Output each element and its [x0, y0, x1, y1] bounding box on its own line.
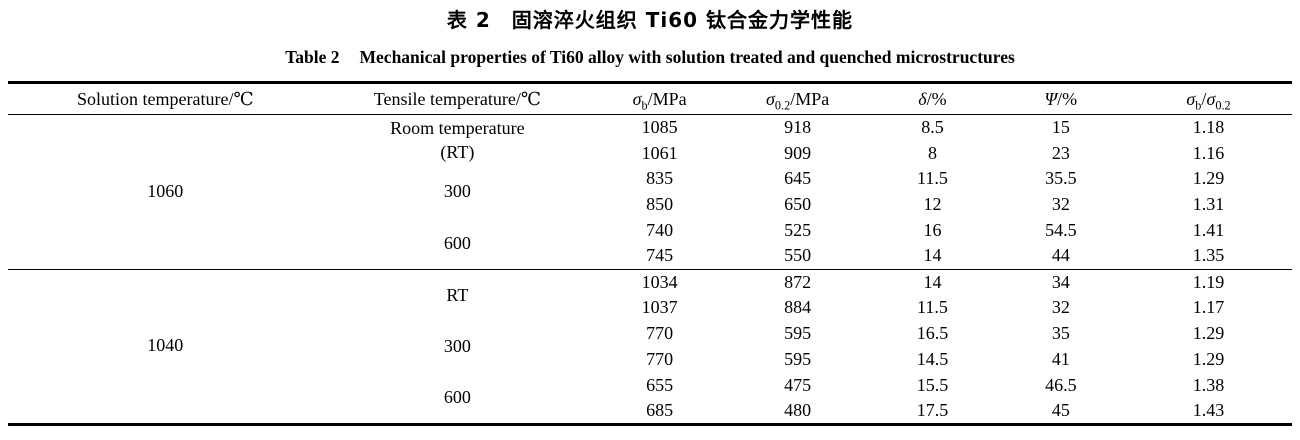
sigma-0-2-cell: 645	[784, 168, 812, 189]
delta-cell: 14.5	[916, 348, 949, 369]
table-row: 745 550 14 44 1.35	[8, 243, 1292, 269]
strength-ratio-cell: 1.29	[1192, 323, 1225, 344]
table-row: 1060 Room temperature (RT) 1085 918 8.5 15 1.18	[8, 115, 1292, 201]
strength-ratio-cell: 1.29	[1192, 168, 1225, 189]
delta-cell: 14	[923, 245, 942, 266]
table-title-english: Table 2 Mechanical properties of Ti60 all…	[0, 46, 1300, 68]
table-row: 600 655 475 15.5 46.5 1.38	[8, 372, 1292, 407]
psi-cell: 46.5	[1045, 374, 1077, 395]
psi-cell: 23	[1051, 142, 1070, 163]
delta-cell: 11.5	[917, 297, 948, 318]
sigma-0-2-cell: 918	[784, 116, 812, 137]
strength-ratio-cell: 1.35	[1192, 245, 1225, 266]
strength-ratio-cell: 1.18	[1192, 116, 1225, 137]
delta-cell: 11.5	[917, 168, 948, 189]
sigma-0-2-cell: 884	[784, 297, 812, 318]
sigma-b-cell: 770	[646, 323, 674, 344]
psi-cell: 44	[1051, 245, 1070, 266]
strength-ratio-cell: 1.19	[1192, 271, 1225, 292]
psi-cell: 35	[1051, 323, 1070, 344]
delta-cell: 17.5	[916, 399, 949, 420]
delta-cell: 8	[927, 142, 937, 163]
sigma-0-2-cell: 595	[784, 323, 812, 344]
sigma-0-2-cell: 525	[784, 219, 812, 240]
table-title-chinese: 表 2 固溶淬火组织 Ti60 钛合金力学性能	[446, 8, 854, 32]
delta-cell: 16.5	[916, 323, 949, 344]
psi-cell: 45	[1051, 399, 1070, 420]
delta-cell: 8.5	[921, 116, 944, 137]
sigma-b-cell: 770	[646, 348, 674, 369]
sigma-0-2-cell: 595	[784, 348, 812, 369]
sigma-b-cell: 1037	[641, 297, 678, 318]
table-row: 770 595 14.5 41 1.29	[8, 347, 1292, 373]
psi-cell: 41	[1051, 348, 1070, 369]
delta-cell: 15.5	[916, 374, 949, 395]
sigma-0-2-cell: 475	[784, 374, 812, 395]
tensile-temperature-cell: 300	[443, 335, 471, 356]
tensile-temperature-cell: RT	[446, 284, 469, 305]
col-header-sigma-0-2: σ0.2/MPa	[727, 82, 869, 115]
table-row: 685 480 17.5 45 1.43	[8, 398, 1292, 424]
sigma-0-2-cell: 480	[784, 399, 812, 420]
col-header-solution-temperature: Solution temperature/℃	[8, 82, 323, 115]
col-header-tensile-temperature: Tensile temperature/℃	[322, 82, 593, 115]
table-row: 1040 RT 1034 872 14 34 1.19	[8, 269, 1292, 356]
table-row: 600 740 525 16 54.5 1.41	[8, 218, 1292, 253]
col-header-sigma-b: σb/MPa	[592, 82, 728, 115]
psi-cell: 32	[1051, 194, 1070, 215]
table-row: 1061 909 8 23 1.16	[8, 140, 1292, 166]
strength-ratio-cell: 1.17	[1192, 297, 1225, 318]
tensile-temperature-cell: 300	[443, 181, 471, 202]
delta-cell: 16	[923, 219, 942, 240]
strength-ratio-cell: 1.31	[1192, 194, 1225, 215]
delta-cell: 14	[923, 271, 942, 292]
table-row: 300 835 645 11.5 35.5 1.29	[8, 166, 1292, 201]
table-title-english-text: Mechanical properties of Ti60 alloy with…	[359, 47, 1015, 67]
header-row: Solution temperature/℃ Tensile temperatu…	[8, 82, 1292, 115]
table-row: 1037 884 11.5 32 1.17	[8, 295, 1292, 321]
col-header-delta: δ/%	[868, 82, 997, 115]
strength-ratio-cell: 1.29	[1192, 348, 1225, 369]
tensile-temperature-cell: 600	[443, 386, 471, 407]
psi-cell: 35.5	[1045, 168, 1077, 189]
sigma-b-cell: 685	[646, 399, 674, 420]
psi-cell: 32	[1051, 297, 1070, 318]
psi-cell: 15	[1051, 116, 1070, 137]
table-number-label: Table 2	[285, 47, 340, 67]
sigma-b-cell: 835	[646, 168, 674, 189]
delta-cell: 12	[923, 194, 942, 215]
psi-cell: 34	[1051, 271, 1070, 292]
sigma-b-cell: 1061	[641, 142, 678, 163]
sigma-b-cell: 1034	[641, 271, 678, 292]
col-header-strength-ratio: σb/σ0.2	[1125, 82, 1292, 115]
sigma-b-cell: 745	[646, 245, 674, 266]
strength-ratio-cell: 1.43	[1192, 399, 1225, 420]
strength-ratio-cell: 1.41	[1192, 219, 1225, 240]
sigma-0-2-cell: 650	[784, 194, 812, 215]
sigma-b-cell: 1085	[641, 116, 678, 137]
solution-temperature-cell: 1040	[147, 335, 184, 356]
strength-ratio-cell: 1.16	[1192, 142, 1225, 163]
mechanical-properties-table: Solution temperature/℃ Tensile temperatu…	[8, 81, 1292, 426]
table-row: 850 650 12 32 1.31	[8, 192, 1292, 218]
group-1060: 1060 Room temperature (RT) 1085 918 8.5 15 1.18…	[8, 115, 1292, 270]
group-1040: 1040 RT 1034 872 14 34 1.19 1037 884 11.5 32 1.17 30…	[8, 269, 1292, 424]
tensile-temperature-cell: Room temperature (RT)	[390, 118, 525, 162]
tensile-temperature-cell: 600	[443, 232, 471, 253]
sigma-b-cell: 850	[646, 194, 674, 215]
sigma-0-2-cell: 872	[784, 271, 812, 292]
psi-cell: 54.5	[1045, 219, 1077, 240]
sigma-b-cell: 655	[646, 374, 674, 395]
table-row: 300 770 595 16.5 35 1.29	[8, 321, 1292, 356]
sigma-b-cell: 740	[646, 219, 674, 240]
strength-ratio-cell: 1.38	[1192, 374, 1225, 395]
col-header-psi: Ψ/%	[996, 82, 1126, 115]
solution-temperature-cell: 1060	[147, 181, 184, 202]
sigma-0-2-cell: 550	[784, 245, 812, 266]
sigma-0-2-cell: 909	[784, 142, 812, 163]
